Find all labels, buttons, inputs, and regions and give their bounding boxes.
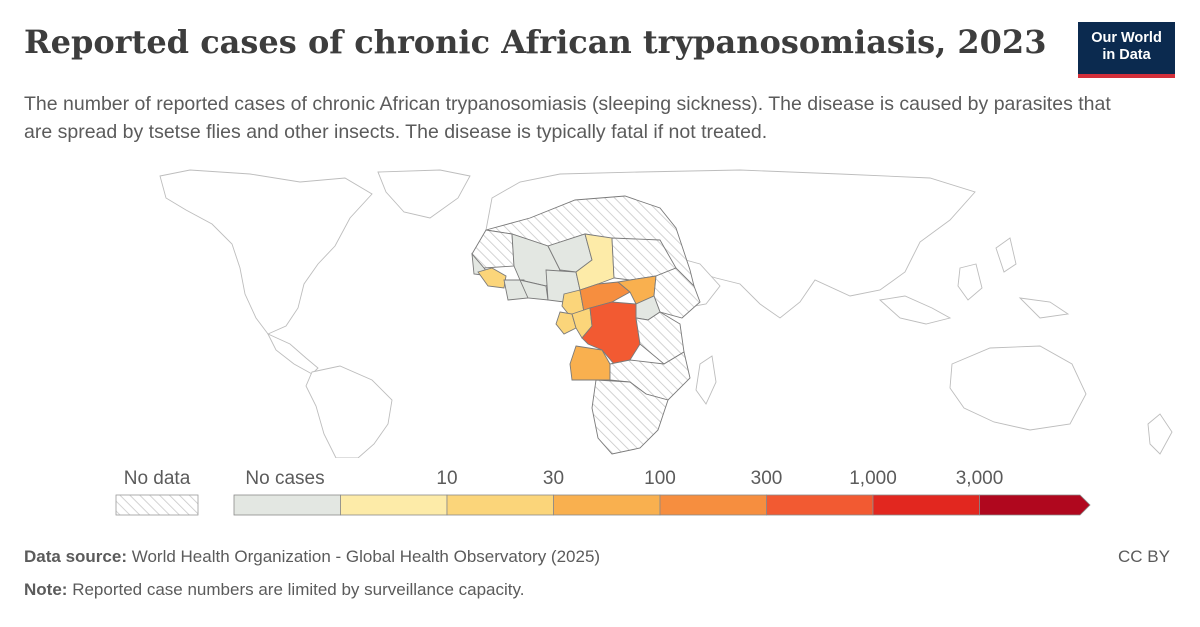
region-guinea[interactable] [477,267,507,289]
data-source-text[interactable]: World Health Organization - Global Healt… [131,547,601,566]
legend-no-data-swatch [115,494,199,516]
legend-threshold-1: 30 [543,468,564,489]
africa-regions [471,195,701,455]
legend-threshold-5: 3,000 [956,468,1004,489]
logo-line-2: in Data [1102,47,1151,63]
region-southern-africa[interactable] [591,379,669,455]
data-source-label: Data source: [24,547,127,566]
world-map[interactable] [0,168,1200,458]
legend-bin-4[interactable] [659,494,767,516]
legend-bin-0[interactable] [233,494,341,516]
region-west-sahara[interactable] [471,229,515,269]
region-gabon[interactable] [555,311,577,335]
legend-no-cases-label: No cases [245,468,324,489]
legend-bin-7[interactable] [979,494,1091,516]
legend-threshold-3: 300 [751,468,783,489]
region-east-africa[interactable] [635,311,685,365]
legend-threshold-0: 10 [436,468,457,489]
legend-threshold-labels: 10 30 100 300 1,000 3,000 [436,468,1003,489]
legend-bin-1[interactable] [340,494,448,516]
logo-line-1: Our World [1091,30,1162,46]
legend-threshold-4: 1,000 [849,468,897,489]
owid-logo[interactable]: Our World in Data [1078,22,1175,78]
note-text: Reported case numbers are limited by sur… [72,580,525,599]
legend-bin-5[interactable] [766,494,874,516]
legend-bin-2[interactable] [446,494,554,516]
legend-no-data-label: No data [124,468,191,489]
chart-note: Note: Reported case numbers are limited … [24,579,524,601]
chart-subtitle: The number of reported cases of chronic … [24,93,1111,143]
legend-color-bins [233,494,1091,516]
map-legend: No data No cases 10 30 100 300 1,000 3,000 [115,468,1091,516]
legend-bin-3[interactable] [553,494,661,516]
data-source: Data source: World Health Organization -… [24,546,600,568]
legend-bin-6[interactable] [872,494,980,516]
license-link[interactable]: CC BY [1118,547,1170,566]
note-label: Note: [24,580,68,599]
chart-title: Reported cases of chronic African trypan… [24,23,1047,61]
legend-threshold-2: 100 [644,468,676,489]
